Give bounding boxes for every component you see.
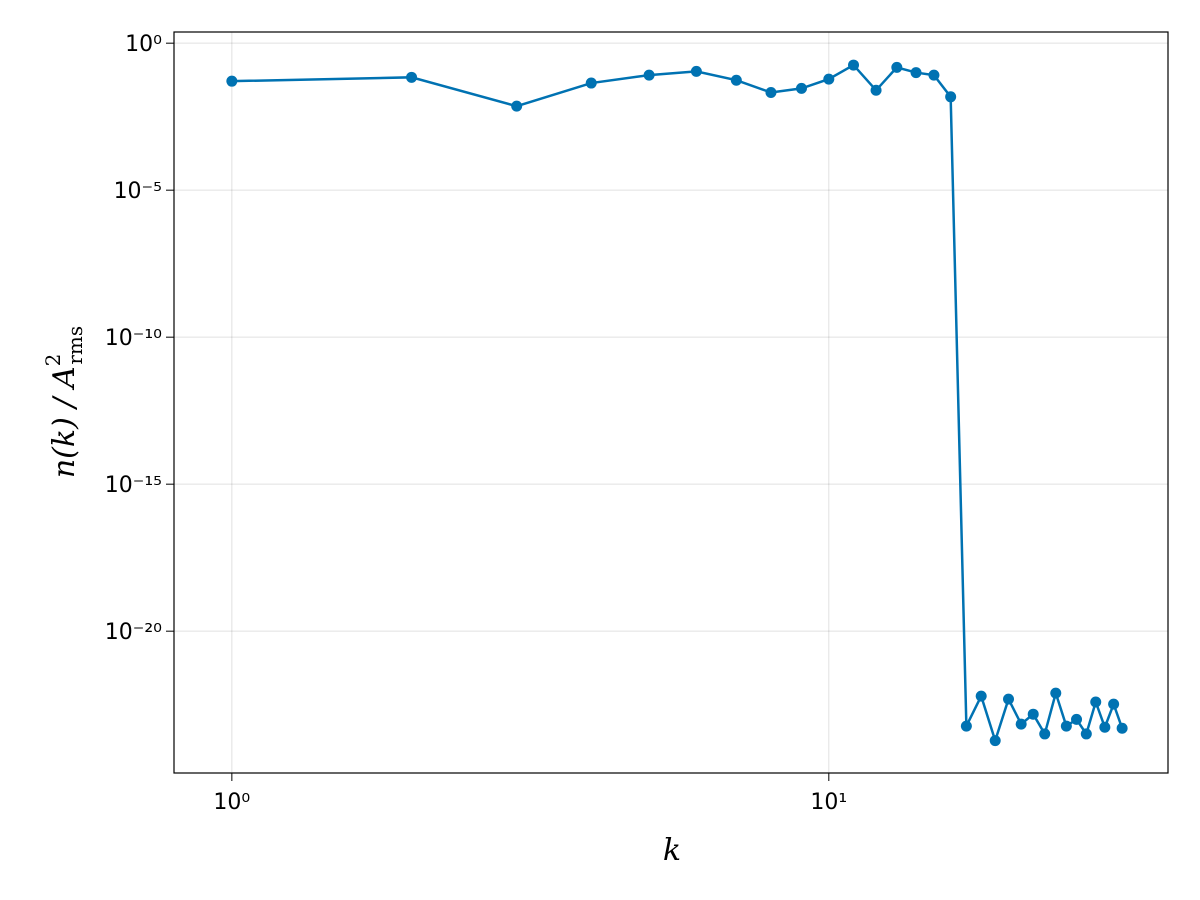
data-point	[928, 69, 940, 81]
data-point	[795, 82, 807, 94]
data-point	[1003, 693, 1015, 705]
data-point	[1090, 696, 1102, 708]
data-point	[1060, 720, 1072, 732]
data-point	[945, 91, 957, 103]
y-label-sub: rms	[63, 326, 87, 365]
data-point	[1071, 713, 1083, 725]
y-label-sup: 2	[41, 354, 65, 367]
data-point	[870, 84, 882, 96]
data-point	[511, 100, 523, 112]
x-tick-label: 10¹	[810, 790, 847, 815]
y-tick-label: 10⁻⁵	[114, 179, 162, 204]
data-line	[231, 63, 1124, 745]
data-point	[891, 61, 903, 73]
plot-frame	[173, 31, 1169, 774]
data-point	[1015, 718, 1027, 730]
y-tick-label: 10⁻²⁰	[105, 620, 162, 645]
data-point	[765, 87, 777, 99]
data-point	[1027, 708, 1039, 720]
data-point	[730, 74, 742, 86]
y-label-main: n(k) / A	[47, 366, 82, 478]
data-point	[975, 690, 987, 702]
data-point	[989, 735, 1001, 747]
data-point	[1080, 728, 1092, 740]
data-point	[848, 59, 860, 71]
data-point	[1116, 722, 1128, 734]
data-point	[910, 67, 922, 79]
data-point	[226, 75, 238, 87]
y-tick-label: 10⁻¹⁰	[105, 326, 162, 351]
y-tick-label: 10⁻¹⁵	[105, 473, 162, 498]
x-axis-label: k	[663, 833, 681, 868]
y-tick-label: 10⁰	[125, 32, 162, 57]
data-point	[960, 720, 972, 732]
data-point	[1050, 687, 1062, 699]
data-point	[1039, 728, 1051, 740]
y-axis-label: n(k) / A2rms	[41, 326, 87, 478]
data-point	[823, 73, 835, 85]
data-point	[406, 71, 418, 83]
data-point	[643, 69, 655, 81]
data-point	[1099, 721, 1111, 733]
data-point	[1108, 698, 1120, 710]
x-tick-label: 10⁰	[213, 790, 250, 815]
data-point	[585, 77, 597, 89]
data-point	[690, 65, 702, 77]
